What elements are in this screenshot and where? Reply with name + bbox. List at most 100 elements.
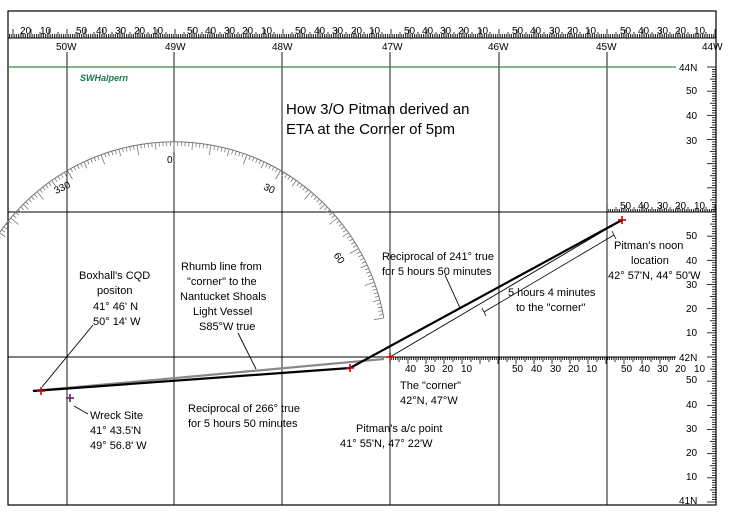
annotation-line: S85°W true	[199, 321, 255, 333]
inner-minute-label: 20	[568, 364, 580, 375]
title-line-2: ETA at the Corner of 5pm	[286, 121, 455, 138]
annotation-line: Pitman's a/c point	[356, 423, 442, 435]
protractor-tick	[275, 170, 281, 180]
protractor-tick	[90, 158, 93, 163]
protractor-tick	[329, 212, 333, 216]
top-minute-label: 20	[458, 26, 470, 37]
longitude-label-45w: 45W	[596, 42, 617, 53]
right-scale-ticks	[707, 66, 716, 503]
top-minute-label: 40	[205, 26, 217, 37]
protractor-arc	[0, 141, 385, 319]
inner-minute-label: 30	[657, 201, 669, 212]
protractor-tick	[1, 229, 6, 233]
top-minute-label: 50	[620, 26, 632, 37]
protractor-tick	[144, 144, 146, 149]
latitude-label-41n: 41N	[679, 496, 697, 507]
protractor-tick	[319, 204, 325, 210]
top-scale-labels: 20 10 50 40 30 20 10 50 40 30 20 10 50 4…	[20, 26, 706, 37]
annotation-boxhall: Boxhall's CQD positon 41° 46' N 50° 14' …	[79, 270, 150, 328]
protractor-tick	[374, 295, 379, 298]
protractor-tick	[329, 217, 338, 225]
inner-scale-ticks	[389, 205, 716, 364]
right-minute-label: 30	[686, 136, 698, 147]
annotation-noon: Pitman's noon location 42° 57'N, 44° 50'…	[608, 240, 701, 282]
protractor-tick	[310, 193, 315, 198]
annotation-line: 42°N, 47°W	[400, 395, 458, 407]
ac-point-marker	[346, 364, 354, 372]
protractor-tick	[281, 172, 285, 177]
right-scale-labels: 50 40 30 50 40 30 20 10 50 40 30 20 10	[686, 86, 698, 483]
protractor-tick	[36, 191, 44, 200]
protractor-tick	[57, 176, 61, 180]
annotation-ac-point: Pitman's a/c point 41° 55'N, 47° 22'W	[340, 423, 442, 450]
protractor-tick	[372, 299, 380, 303]
annotation-reciprocal-266: Reciprocal of 266° true for 5 hours 50 m…	[188, 403, 300, 430]
protractor-tick	[356, 251, 361, 255]
protractor-tick	[226, 149, 230, 157]
top-minute-label: 30	[657, 26, 669, 37]
annotation-line: 49° 56.8' W	[90, 440, 147, 452]
protractor-tick	[33, 193, 38, 198]
protractor-tick	[342, 229, 347, 233]
annotation-five-hours: 5 hours 4 minutes to the "corner"	[508, 287, 596, 314]
top-minute-label: 50	[512, 26, 524, 37]
top-minute-label: 20	[675, 26, 687, 37]
reciprocal-266-track	[32, 366, 351, 393]
protractor-tick	[202, 144, 204, 149]
top-scale-ticks	[8, 29, 716, 38]
protractor-tick	[347, 235, 351, 239]
protractor-tick	[340, 226, 345, 230]
protractor-tick	[302, 186, 306, 191]
right-minute-label: 40	[686, 256, 698, 267]
protractor-tick	[118, 149, 122, 157]
annotation-line: Rhumb line from	[181, 261, 262, 273]
protractor-ticks	[0, 141, 384, 321]
top-minute-label: 50	[404, 26, 416, 37]
protractor-tick	[366, 271, 371, 274]
protractor-tick	[376, 303, 381, 305]
protractor-tick	[136, 145, 140, 156]
protractor-tick	[155, 142, 157, 150]
annotation-rhumb: Rhumb line from "corner" to the Nantucke…	[180, 261, 267, 333]
longitude-labels: 50W 49W 48W 47W 46W 45W 44W	[56, 42, 723, 53]
protractor-tick	[125, 147, 128, 152]
five-hours-measure-endcap	[481, 307, 487, 317]
protractor-tick	[377, 306, 382, 309]
inner-minute-label: 30	[657, 364, 669, 375]
annotation-line: Wreck Site	[90, 410, 143, 422]
protractor-tick	[76, 165, 80, 169]
protractor-tick	[97, 155, 100, 161]
protractor-tick	[368, 278, 374, 281]
longitude-label-46w: 46W	[488, 42, 509, 53]
protractor-tick	[373, 292, 378, 295]
protractor-tick	[260, 161, 265, 169]
protractor-tick	[268, 165, 272, 169]
protractor-tick	[271, 166, 275, 171]
signature: SWHalpern	[80, 73, 129, 83]
position-markers	[37, 216, 626, 402]
protractor-tick	[360, 264, 368, 269]
reciprocal-241-track	[349, 219, 623, 369]
annotation-line: 5 hours 4 minutes	[508, 287, 596, 299]
top-minute-label: 30	[224, 26, 236, 37]
top-minute-label: 20	[567, 26, 579, 37]
latitude-label-42n: 42N	[679, 353, 697, 364]
protractor-tick	[316, 198, 320, 203]
annotation-line: for 5 hours 50 minutes	[382, 266, 492, 278]
top-minute-label: 50	[76, 26, 88, 37]
protractor-tick	[349, 238, 353, 242]
protractor-tick	[129, 146, 131, 151]
protractor-tick	[243, 154, 248, 165]
protractor-tick	[147, 143, 149, 148]
protractor-tick	[338, 223, 343, 227]
protractor-tick	[251, 157, 255, 162]
inner-minute-label: 40	[639, 364, 651, 375]
top-minute-label: 10	[694, 26, 706, 37]
title-line-1: How 3/O Pitman derived an	[286, 101, 469, 118]
protractor-tick	[0, 237, 1, 239]
annotation-line: Reciprocal of 241° true	[382, 251, 494, 263]
protractor-tick	[15, 212, 19, 216]
top-minute-label: 50	[295, 26, 307, 37]
inner-minute-label: 50	[621, 364, 633, 375]
wreck-site-marker	[66, 394, 74, 402]
